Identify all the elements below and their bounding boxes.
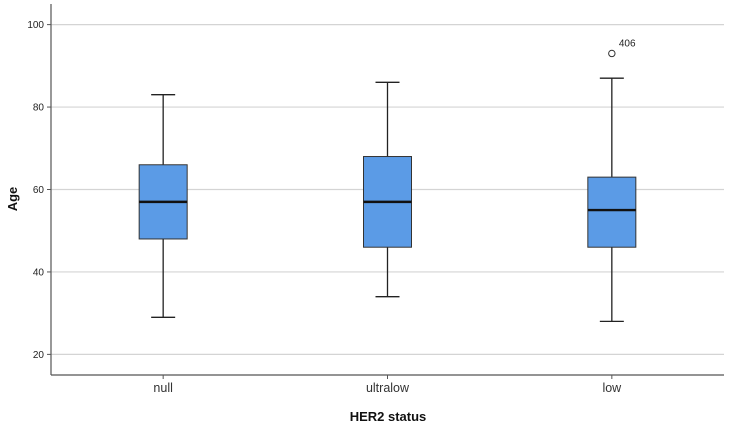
y-tick-label: 40	[33, 267, 45, 278]
axis-labels: 20 40 60 80 100 null ultralow low	[27, 20, 622, 395]
y-tick-label: 100	[27, 20, 44, 31]
y-tick-label: 80	[33, 103, 45, 114]
box-low: 406	[587, 38, 637, 323]
outlier-label: 406	[619, 38, 636, 49]
y-tick-label: 20	[33, 350, 45, 361]
y-tick-label: 60	[33, 185, 45, 196]
y-axis-title: Age	[5, 187, 20, 212]
box-ultralow	[363, 81, 412, 298]
axes	[47, 4, 724, 379]
x-tick-label: ultralow	[366, 381, 410, 395]
x-tick-label: null	[153, 381, 172, 395]
x-tick-label: low	[602, 381, 622, 395]
box-null	[138, 94, 188, 318]
outlier-point	[608, 49, 616, 58]
x-axis-title: HER2 status	[350, 409, 427, 424]
box-series: 406	[138, 38, 637, 323]
iqr-box	[587, 176, 637, 248]
